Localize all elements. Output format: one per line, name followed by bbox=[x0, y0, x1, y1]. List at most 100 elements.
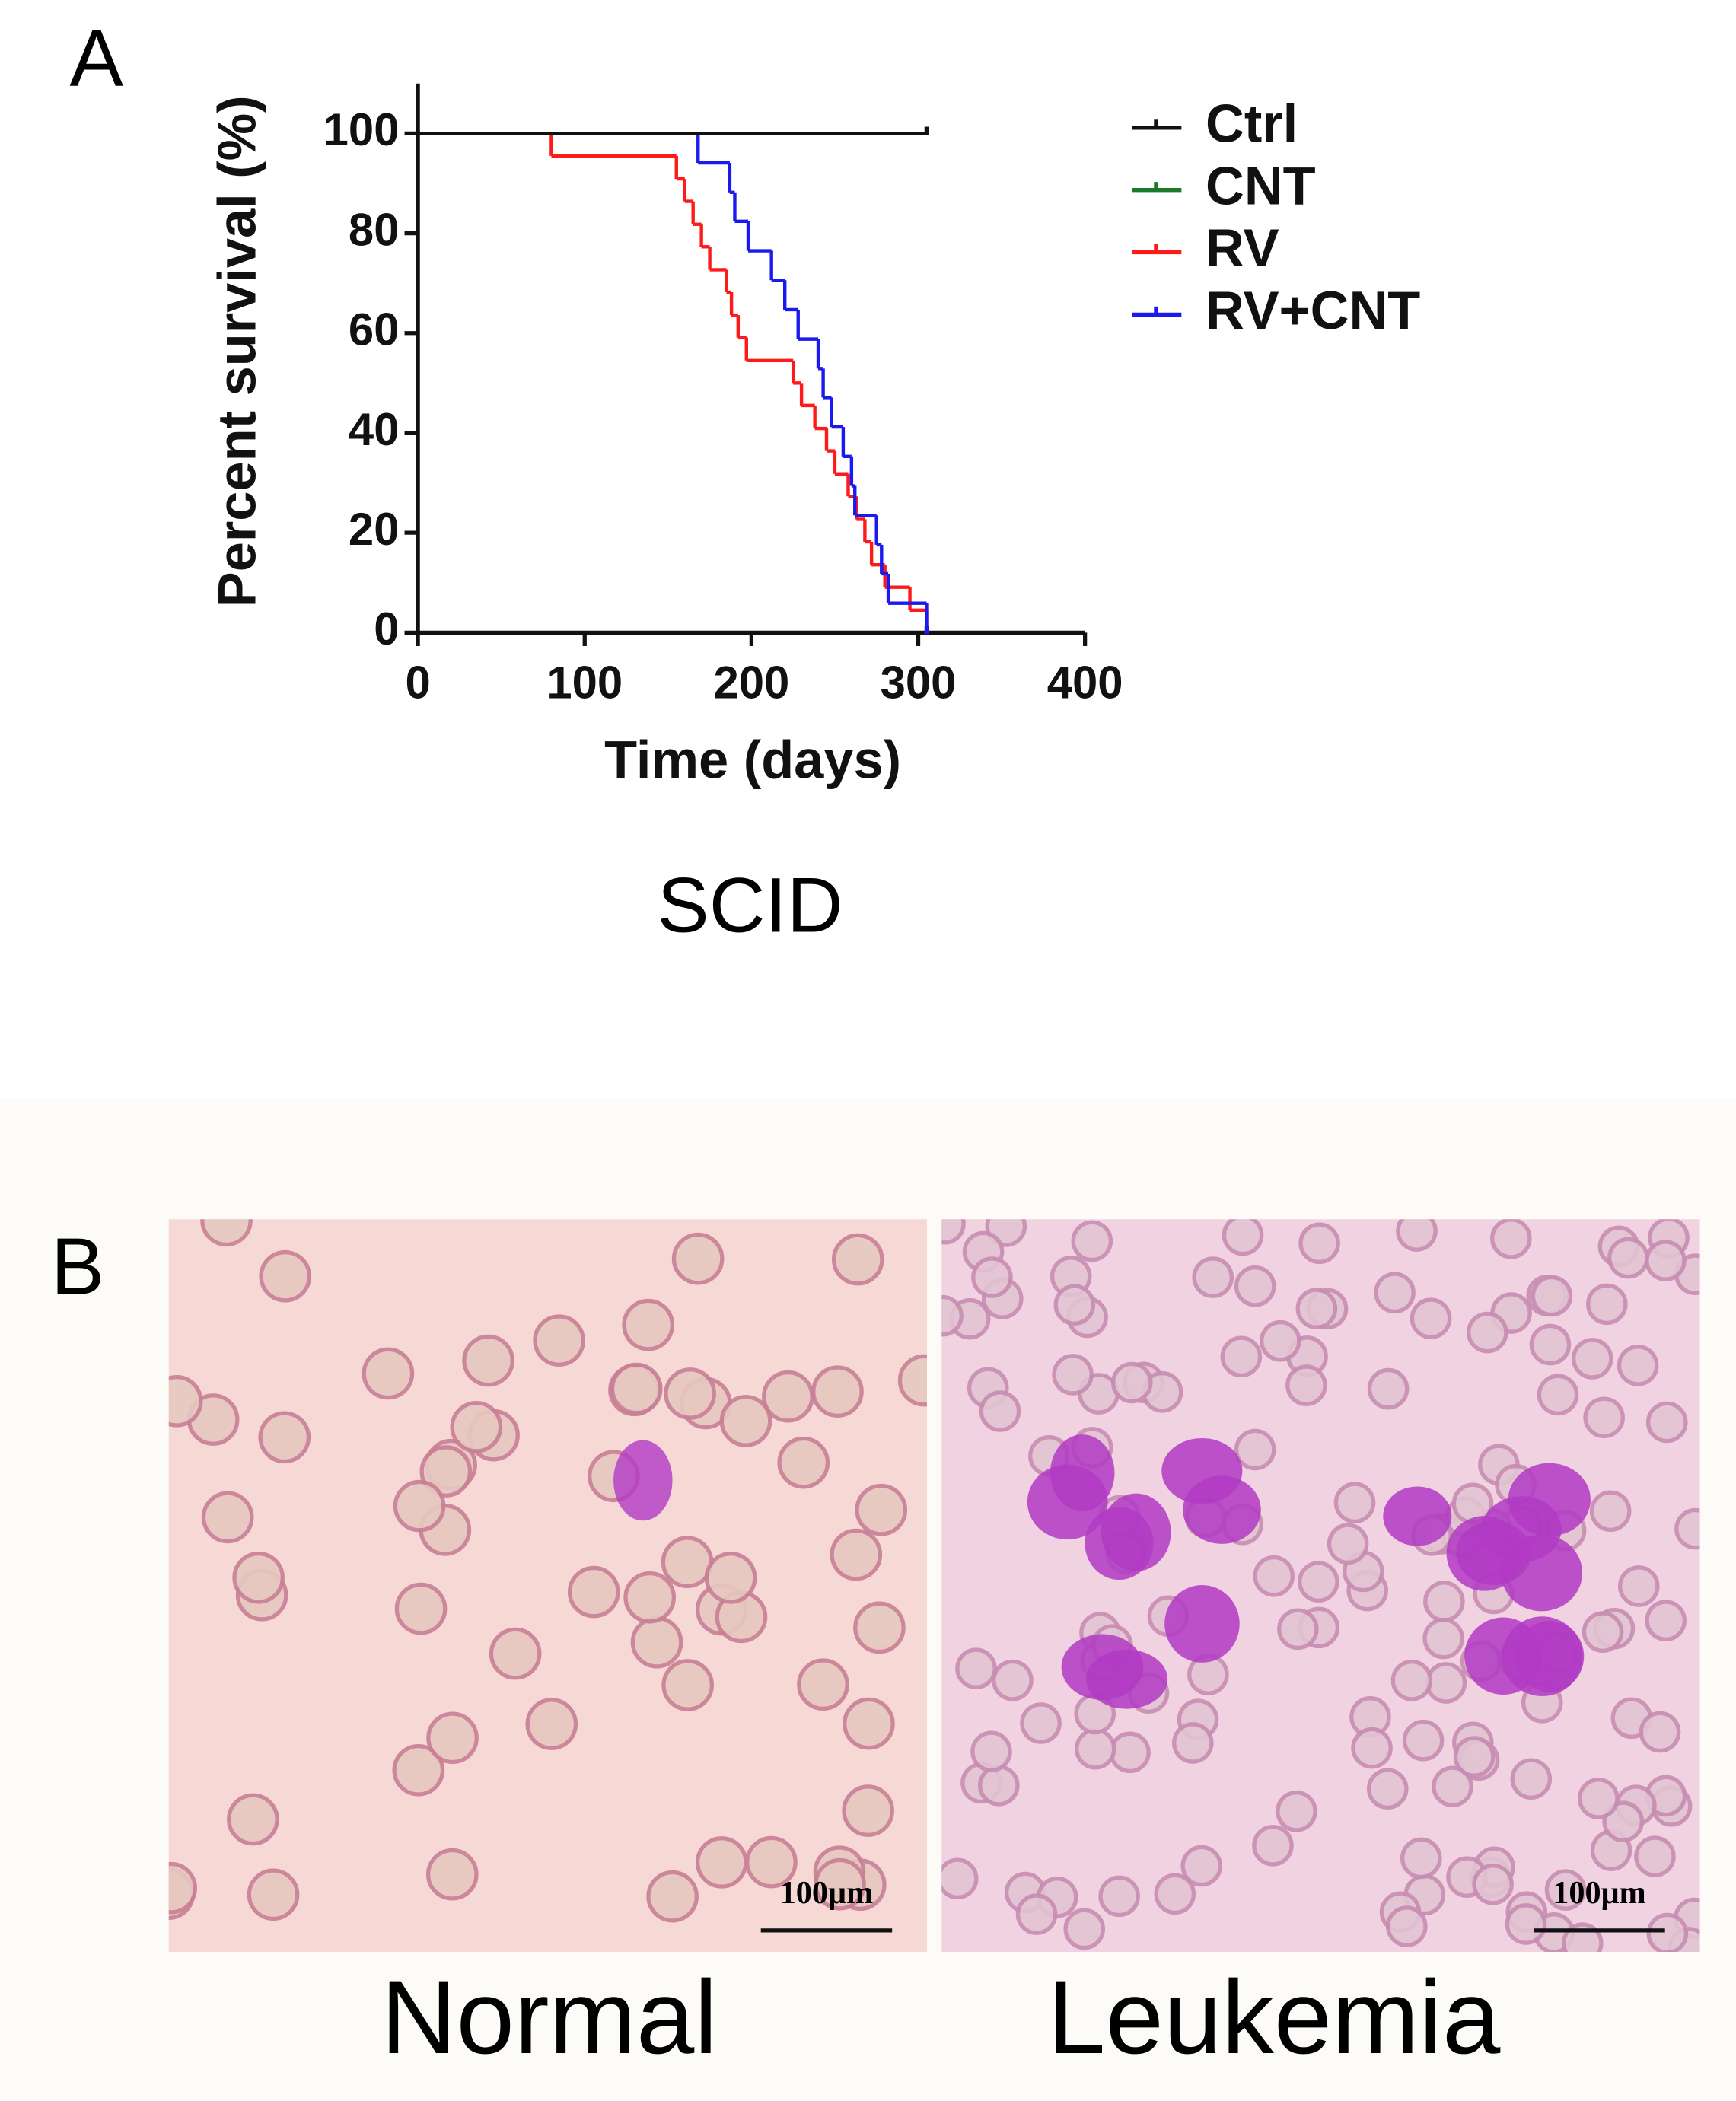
cell bbox=[664, 1367, 716, 1420]
cell bbox=[1402, 1719, 1445, 1762]
cell bbox=[971, 1256, 1013, 1298]
cell bbox=[719, 1395, 772, 1447]
image-label: Leukemia bbox=[1047, 1959, 1501, 2076]
cell bbox=[1015, 1893, 1058, 1935]
cell bbox=[1529, 1323, 1572, 1366]
cell bbox=[1571, 1338, 1613, 1380]
cell bbox=[1639, 1711, 1681, 1753]
cell bbox=[1425, 1662, 1467, 1704]
cell bbox=[1234, 1265, 1276, 1307]
cells bbox=[941, 1219, 1700, 1953]
cell bbox=[831, 1233, 884, 1286]
cell bbox=[1180, 1845, 1223, 1887]
cell bbox=[1110, 1361, 1153, 1404]
cell bbox=[1582, 1611, 1624, 1653]
x-tick-label: 400 bbox=[1047, 657, 1123, 708]
cell bbox=[762, 1370, 814, 1423]
blast-cell bbox=[1383, 1486, 1452, 1546]
cell bbox=[168, 1374, 203, 1428]
cell bbox=[1252, 1825, 1294, 1867]
cell bbox=[623, 1571, 677, 1624]
cell bbox=[955, 1647, 997, 1689]
y-tick-label: 60 bbox=[349, 304, 400, 355]
cell bbox=[661, 1536, 714, 1589]
cell bbox=[1490, 1219, 1532, 1259]
cell bbox=[1234, 1428, 1276, 1471]
y-tick-label: 0 bbox=[374, 603, 399, 654]
cell bbox=[168, 1861, 198, 1915]
cell bbox=[425, 1848, 479, 1901]
cell bbox=[646, 1870, 699, 1923]
cell bbox=[1075, 1727, 1116, 1770]
cell bbox=[259, 1249, 312, 1303]
blast-cell bbox=[613, 1440, 673, 1521]
y-tick-label: 40 bbox=[349, 404, 400, 455]
cell bbox=[1020, 1702, 1062, 1744]
chart-caption: SCID bbox=[658, 861, 843, 948]
cell bbox=[567, 1565, 620, 1619]
blast-cell bbox=[1061, 1634, 1144, 1700]
cell bbox=[941, 1294, 964, 1337]
x-tick-label: 200 bbox=[713, 657, 789, 708]
cell bbox=[1052, 1354, 1094, 1396]
cell bbox=[1422, 1617, 1464, 1660]
cell bbox=[1578, 1778, 1620, 1819]
cell bbox=[1586, 1283, 1628, 1326]
cell bbox=[426, 1711, 479, 1765]
cell bbox=[362, 1347, 415, 1400]
y-tick-label: 100 bbox=[323, 104, 400, 155]
cell bbox=[811, 1365, 864, 1418]
cell bbox=[992, 1659, 1034, 1701]
panel-label: A bbox=[70, 14, 124, 103]
legend-label: CNT bbox=[1206, 155, 1316, 215]
cell bbox=[855, 1483, 908, 1536]
image-label: Normal bbox=[381, 1959, 717, 2076]
cell bbox=[1367, 1367, 1410, 1410]
blast-cell bbox=[1164, 1585, 1240, 1663]
blast-cell bbox=[1101, 1493, 1171, 1571]
panel-label: B bbox=[51, 1222, 104, 1312]
cell bbox=[1537, 1374, 1579, 1416]
micrographs: 100μm Normal 100μm Leukemia bbox=[168, 1219, 1700, 2076]
cell bbox=[489, 1627, 542, 1680]
cell bbox=[1466, 1311, 1508, 1354]
blast-cell bbox=[1508, 1463, 1591, 1536]
cell bbox=[830, 1528, 883, 1581]
cell bbox=[1607, 1237, 1649, 1279]
y-axis-title: Percent survival (%) bbox=[206, 95, 266, 607]
cell bbox=[1222, 1219, 1264, 1256]
cell bbox=[1192, 1256, 1234, 1298]
cell bbox=[1400, 1837, 1442, 1880]
cells bbox=[168, 1219, 927, 1923]
cell bbox=[419, 1445, 473, 1498]
cell bbox=[393, 1479, 446, 1533]
cell bbox=[1154, 1873, 1196, 1915]
cell bbox=[777, 1436, 830, 1489]
cell bbox=[1071, 1220, 1113, 1262]
x-axis-title: Time (days) bbox=[604, 729, 901, 789]
cell bbox=[1472, 1863, 1514, 1905]
y-tick-label: 20 bbox=[349, 504, 400, 555]
cell bbox=[1327, 1523, 1369, 1565]
cell bbox=[1285, 1364, 1327, 1406]
cell bbox=[1276, 1791, 1317, 1832]
legend-label: RV+CNT bbox=[1206, 280, 1420, 340]
cell bbox=[1098, 1875, 1140, 1918]
cell bbox=[1645, 1401, 1688, 1444]
cell bbox=[1298, 1222, 1340, 1265]
cell bbox=[1386, 1905, 1428, 1947]
cell bbox=[1109, 1731, 1151, 1774]
x-tick-label: 100 bbox=[546, 657, 623, 708]
cell bbox=[1674, 1507, 1700, 1550]
cell bbox=[1063, 1908, 1105, 1950]
cell bbox=[258, 1411, 311, 1464]
cell bbox=[1295, 1288, 1338, 1329]
cell bbox=[842, 1784, 894, 1837]
cell bbox=[630, 1616, 683, 1669]
cell bbox=[227, 1793, 279, 1846]
cell bbox=[1583, 1396, 1625, 1439]
cell bbox=[1220, 1335, 1263, 1378]
cell bbox=[853, 1601, 906, 1654]
cell bbox=[978, 1765, 1020, 1807]
